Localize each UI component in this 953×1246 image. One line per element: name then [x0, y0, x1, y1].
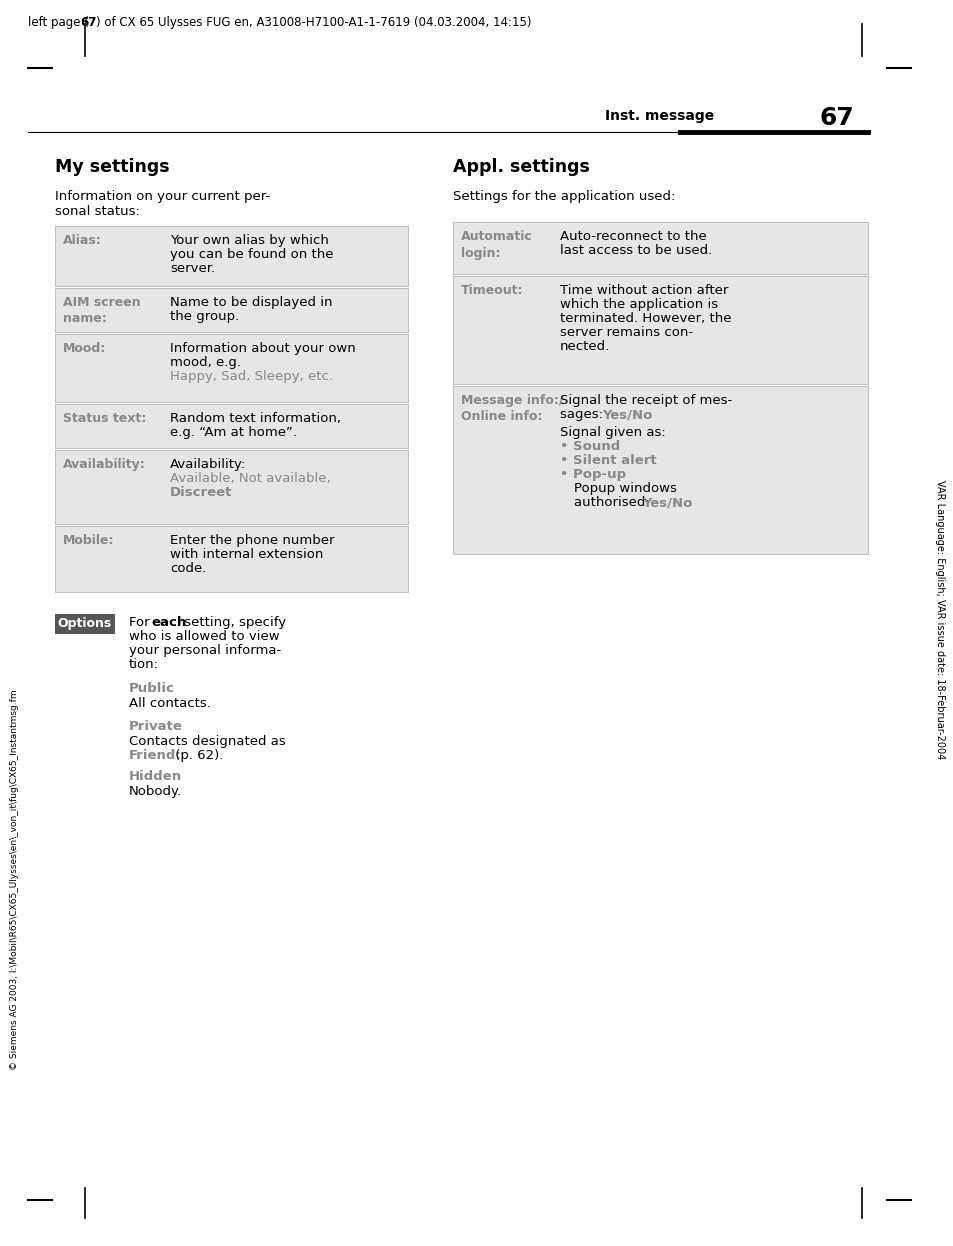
FancyBboxPatch shape	[55, 526, 408, 592]
Text: Popup windows: Popup windows	[574, 482, 677, 495]
Text: Timeout:: Timeout:	[460, 284, 523, 297]
FancyBboxPatch shape	[55, 226, 408, 287]
Text: last access to be used.: last access to be used.	[559, 244, 712, 257]
Text: ) of CX 65 Ulysses FUG en, A31008-H7100-A1-1-7619 (04.03.2004, 14:15): ) of CX 65 Ulysses FUG en, A31008-H7100-…	[96, 16, 531, 29]
Text: Mood:: Mood:	[63, 341, 106, 355]
Text: sages:: sages:	[559, 407, 607, 421]
Text: Random text information,: Random text information,	[170, 412, 340, 425]
Text: your personal informa-: your personal informa-	[129, 644, 281, 657]
Text: Availability:: Availability:	[63, 459, 146, 471]
Text: • Sound: • Sound	[559, 440, 619, 454]
Text: Appl. settings: Appl. settings	[453, 158, 589, 176]
FancyBboxPatch shape	[55, 404, 408, 449]
Text: • Pop-up: • Pop-up	[559, 468, 625, 481]
Text: Settings for the application used:: Settings for the application used:	[453, 189, 675, 203]
Text: Signal given as:: Signal given as:	[559, 426, 665, 439]
Text: VAR Language: English; VAR issue date: 18-Februar-2004: VAR Language: English; VAR issue date: 1…	[934, 481, 944, 760]
Text: AIM screen
name:: AIM screen name:	[63, 297, 140, 325]
Text: Auto-reconnect to the: Auto-reconnect to the	[559, 231, 706, 243]
Text: mood, e.g.: mood, e.g.	[170, 356, 241, 369]
Text: authorised:: authorised:	[574, 496, 654, 510]
Text: Mobile:: Mobile:	[63, 535, 114, 547]
Text: tion:: tion:	[129, 658, 159, 672]
Text: Availability:: Availability:	[170, 459, 246, 471]
Text: Time without action after: Time without action after	[559, 284, 727, 297]
Text: setting, specify: setting, specify	[180, 616, 286, 629]
Text: Information on your current per-: Information on your current per-	[55, 189, 270, 203]
Text: Enter the phone number: Enter the phone number	[170, 535, 335, 547]
Text: Information about your own: Information about your own	[170, 341, 355, 355]
Text: code.: code.	[170, 562, 206, 574]
Text: Hidden: Hidden	[129, 770, 182, 782]
Text: Inst. message: Inst. message	[604, 108, 714, 123]
FancyBboxPatch shape	[453, 386, 867, 554]
Text: Yes/No: Yes/No	[601, 407, 652, 421]
Text: e.g. “Am at home”.: e.g. “Am at home”.	[170, 426, 296, 439]
Text: Happy, Sad, Sleepy, etc.: Happy, Sad, Sleepy, etc.	[170, 370, 333, 383]
Text: • Silent alert: • Silent alert	[559, 454, 656, 467]
Text: 67: 67	[820, 106, 854, 130]
Text: Discreet: Discreet	[170, 486, 233, 498]
Text: Friend:: Friend:	[129, 749, 182, 763]
Text: Public: Public	[129, 682, 174, 695]
Text: Alias:: Alias:	[63, 234, 102, 247]
Text: Options: Options	[58, 618, 112, 630]
Text: Yes/No: Yes/No	[641, 496, 692, 510]
Text: the group.: the group.	[170, 310, 239, 323]
FancyBboxPatch shape	[453, 277, 867, 384]
FancyBboxPatch shape	[55, 450, 408, 525]
Text: Message info:/
Online info:: Message info:/ Online info:	[460, 394, 563, 424]
Text: (p. 62).: (p. 62).	[171, 749, 223, 763]
Text: Nobody.: Nobody.	[129, 785, 182, 797]
FancyBboxPatch shape	[55, 614, 115, 634]
Text: with internal extension: with internal extension	[170, 548, 323, 561]
Text: Your own alias by which: Your own alias by which	[170, 234, 329, 247]
Text: left page (: left page (	[28, 16, 89, 29]
Text: who is allowed to view: who is allowed to view	[129, 630, 279, 643]
Text: My settings: My settings	[55, 158, 170, 176]
Text: 67: 67	[80, 16, 96, 29]
Text: Name to be displayed in: Name to be displayed in	[170, 297, 333, 309]
Text: Automatic
login:: Automatic login:	[460, 231, 532, 259]
Text: Available, Not available,: Available, Not available,	[170, 472, 331, 485]
FancyBboxPatch shape	[55, 288, 408, 331]
Text: Contacts designated as: Contacts designated as	[129, 735, 286, 748]
Text: sonal status:: sonal status:	[55, 206, 140, 218]
Text: Private: Private	[129, 720, 183, 733]
Text: Status text:: Status text:	[63, 412, 146, 425]
FancyBboxPatch shape	[453, 222, 867, 274]
Text: terminated. However, the: terminated. However, the	[559, 312, 731, 325]
Text: © Siemens AG 2003, I:\Mobil\R65\CX65_Ulysses\en\_von_it\fug\CX65_Instantmsg.fm: © Siemens AG 2003, I:\Mobil\R65\CX65_Uly…	[10, 690, 19, 1070]
Text: which the application is: which the application is	[559, 298, 718, 312]
Text: each: each	[151, 616, 186, 629]
Text: server remains con-: server remains con-	[559, 326, 693, 339]
Text: server.: server.	[170, 262, 214, 275]
Text: For: For	[129, 616, 153, 629]
Text: Signal the receipt of mes-: Signal the receipt of mes-	[559, 394, 732, 407]
Text: you can be found on the: you can be found on the	[170, 248, 334, 260]
Text: nected.: nected.	[559, 340, 610, 353]
FancyBboxPatch shape	[55, 334, 408, 402]
Text: All contacts.: All contacts.	[129, 697, 211, 710]
